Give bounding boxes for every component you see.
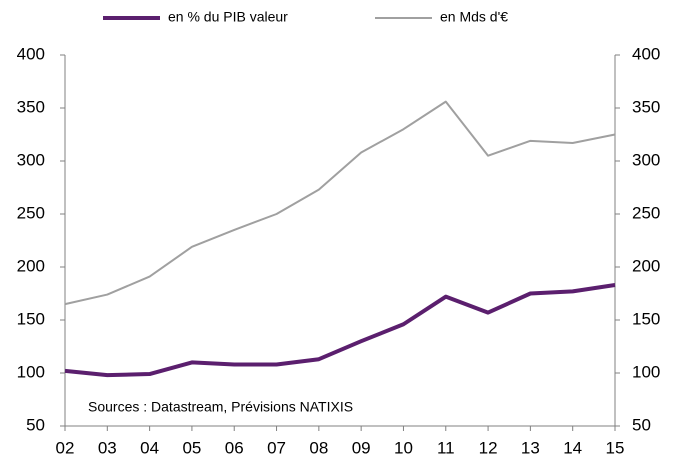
y2-tick-label: 50: [632, 415, 651, 434]
x-tick-label: 09: [352, 438, 371, 457]
x-tick-label: 05: [182, 438, 201, 457]
y2-tick-label: 350: [632, 97, 660, 116]
y-tick-label: 200: [17, 256, 45, 275]
x-tick-label: 06: [225, 438, 244, 457]
y2-tick-label: 150: [632, 309, 660, 328]
y-tick-label: 150: [17, 309, 45, 328]
x-tick-label: 13: [521, 438, 540, 457]
y-tick-label: 400: [17, 44, 45, 63]
y2-tick-label: 250: [632, 203, 660, 222]
legend-label: en % du PIB valeur: [168, 9, 288, 25]
legend-label: en Mds d'€: [440, 9, 508, 25]
y-tick-label: 350: [17, 97, 45, 116]
y2-tick-label: 100: [632, 362, 660, 381]
x-tick-label: 02: [56, 438, 75, 457]
line-series: [64, 100, 616, 306]
x-tick-label: 08: [309, 438, 328, 457]
y2-tick-label: 400: [632, 44, 660, 63]
y-tick-label: 50: [26, 415, 45, 434]
y-tick-label: 250: [17, 203, 45, 222]
y-tick-label: 300: [17, 150, 45, 169]
x-tick-label: 15: [606, 438, 625, 457]
y2-tick-label: 300: [632, 150, 660, 169]
y-tick-label: 100: [17, 362, 45, 381]
x-tick-label: 12: [479, 438, 498, 457]
y2-tick-label: 200: [632, 256, 660, 275]
x-tick-label: 07: [267, 438, 286, 457]
annotation: Sources : Datastream, Prévisions NATIXIS: [88, 399, 353, 415]
line-series: [64, 283, 616, 378]
x-tick-label: 10: [394, 438, 413, 457]
x-tick-label: 14: [563, 438, 582, 457]
x-tick-label: 03: [98, 438, 117, 457]
x-tick-label: 11: [437, 438, 455, 457]
x-tick-label: 04: [140, 438, 159, 457]
